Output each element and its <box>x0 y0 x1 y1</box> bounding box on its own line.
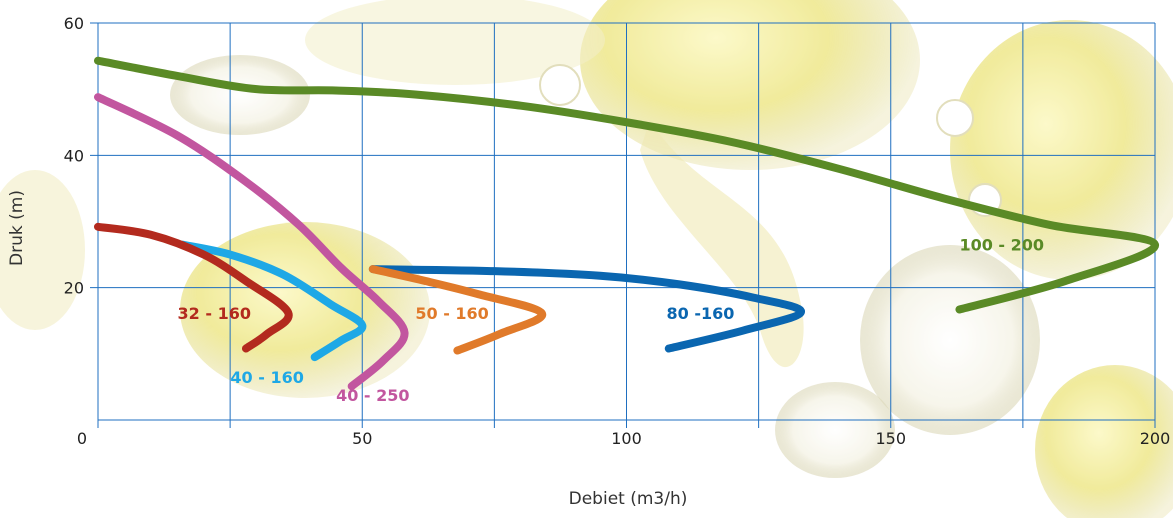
bubble <box>936 99 974 137</box>
series-line-100-200 <box>94 56 1159 314</box>
tick-labels: 0 50 100 150 200 20 40 60 <box>64 14 1171 448</box>
series-data-label: 80 -160 <box>667 304 735 323</box>
bubble <box>180 222 430 398</box>
bubble <box>539 64 581 106</box>
series-line-40-160 <box>178 240 367 362</box>
x-tick-label: 100 <box>611 429 642 448</box>
series-data-label: 40 - 250 <box>336 386 409 405</box>
series-data-label: 50 - 160 <box>415 304 488 323</box>
y-tick-label: 20 <box>64 279 84 298</box>
bubble <box>1035 365 1173 518</box>
x-tick-label: 50 <box>352 429 372 448</box>
bubble-drip <box>640 120 804 368</box>
x-tick-label: 0 <box>77 429 87 448</box>
x-tick-label: 200 <box>1140 429 1171 448</box>
y-axis-label: Druk (m) <box>7 190 27 266</box>
grid <box>90 22 1156 428</box>
series-data-label: 32 - 160 <box>178 304 251 323</box>
series-line-32-160 <box>94 222 293 353</box>
series-line-80-160 <box>368 265 805 353</box>
series-line-40-250 <box>94 93 409 391</box>
series-group <box>94 56 1159 391</box>
x-axis-label: Debiet (m3/h) <box>569 489 688 509</box>
x-tick-label: 150 <box>875 429 906 448</box>
y-tick-label: 60 <box>64 14 84 33</box>
series-data-label: 40 - 160 <box>230 368 303 387</box>
series-data-label: 100 - 200 <box>959 236 1044 255</box>
bubble <box>860 245 1040 435</box>
bubble <box>0 170 85 330</box>
series-labels: 100 - 200 80 -160 50 - 160 40 - 250 40 - 160… <box>178 236 1044 405</box>
bubble <box>775 382 895 478</box>
series-line-50-160 <box>368 265 546 355</box>
bubble <box>170 55 310 135</box>
bubble <box>305 0 605 85</box>
y-tick-label: 40 <box>64 146 84 165</box>
